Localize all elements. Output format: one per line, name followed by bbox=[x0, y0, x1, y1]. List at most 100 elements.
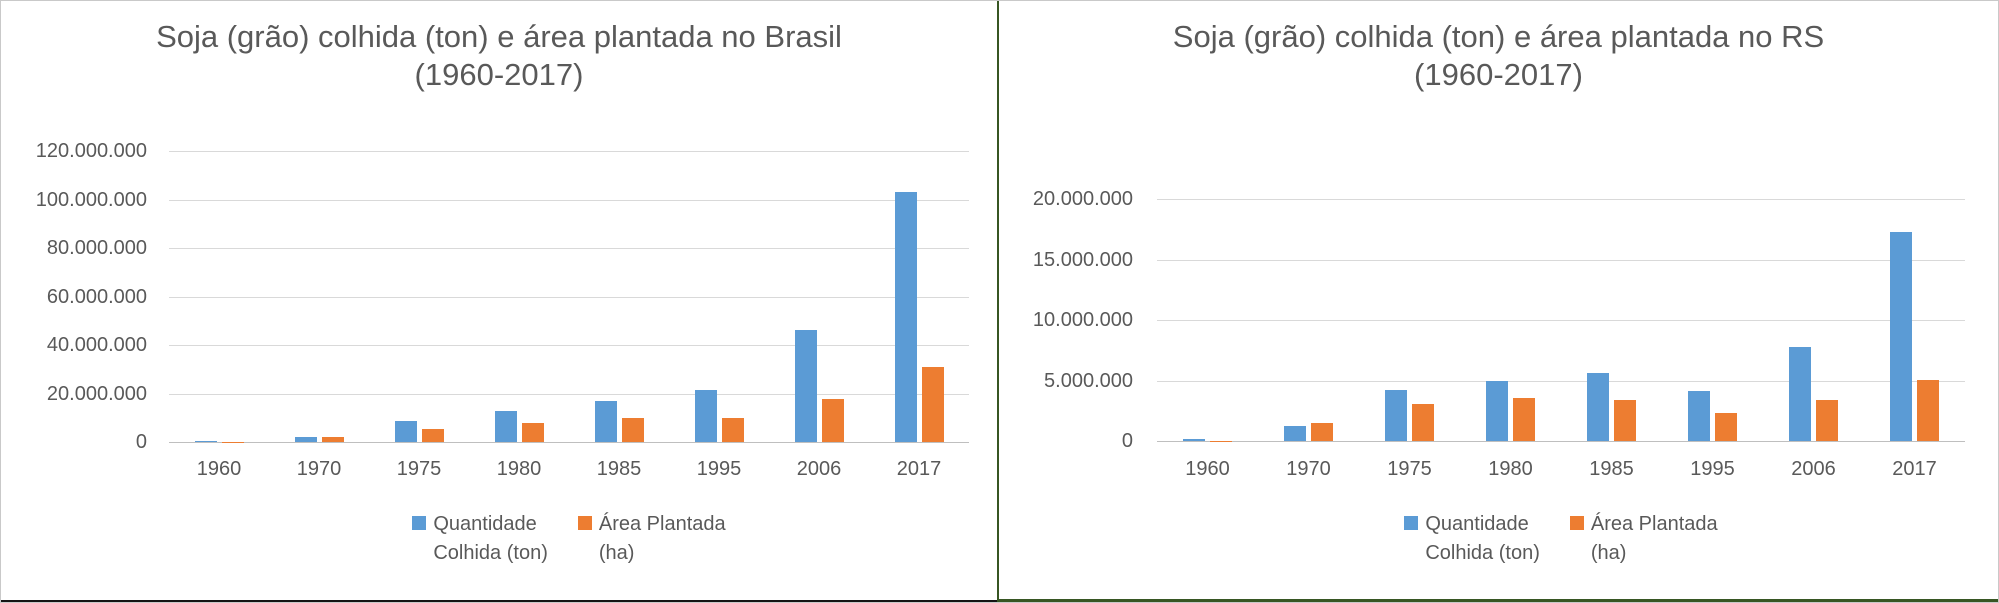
bar-area-plantada bbox=[721, 418, 744, 442]
bar-quantidade-colhida bbox=[1183, 438, 1205, 441]
bar-area-plantada bbox=[1917, 379, 1939, 441]
x-axis: 1960 1970 1975 1980 1985 1995 2006 2017 bbox=[1157, 458, 1965, 484]
panel-divider bbox=[997, 1, 999, 602]
bar-quantidade-colhida bbox=[194, 441, 217, 442]
chart-title-line2: (1960-2017) bbox=[1414, 57, 1583, 92]
legend-label-area-plantada: Área Plantada (ha) bbox=[599, 510, 726, 568]
chart-title-line2: (1960-2017) bbox=[414, 57, 584, 92]
x-tick-label: 1980 bbox=[1488, 458, 1533, 480]
chart-title-line1: Soja (grão) colhida (ton) e área plantad… bbox=[156, 19, 842, 54]
x-axis: 1960 1970 1975 1980 1985 1995 2006 2017 bbox=[169, 458, 969, 484]
legend-label-line1: Área Plantada bbox=[598, 513, 726, 535]
y-tick-label: 80.000.000 bbox=[46, 237, 147, 259]
bar-quantidade-colhida bbox=[1486, 380, 1508, 441]
y-tick-label: 5.000.000 bbox=[1044, 369, 1133, 392]
x-tick-label: 1985 bbox=[596, 458, 642, 480]
y-tick-label: 15.000.000 bbox=[1032, 248, 1133, 271]
gridline bbox=[169, 151, 969, 152]
x-tick-label: 1980 bbox=[496, 458, 542, 480]
bar-quantidade-colhida bbox=[494, 411, 517, 442]
y-tick-label: 20.000.000 bbox=[46, 382, 147, 405]
bar-area-plantada bbox=[1513, 398, 1535, 441]
y-tick-label: 0 bbox=[135, 431, 147, 453]
legend-label-line1: Área Plantada bbox=[1590, 513, 1718, 535]
chart-title-rs: Soja (grão) colhida (ton) e área plantad… bbox=[999, 18, 1998, 94]
x-tick-label: 1975 bbox=[396, 458, 442, 480]
bar-quantidade-colhida bbox=[294, 437, 317, 442]
chart-legend: Quantidade Colhida (ton) Área Plantada (… bbox=[1157, 510, 1965, 568]
bar-quantidade-colhida bbox=[594, 401, 617, 442]
legend-marker-quantidade-icon bbox=[1404, 516, 1419, 530]
x-tick-label: 2017 bbox=[896, 458, 942, 480]
bar-quantidade-colhida bbox=[1587, 373, 1609, 441]
bar-area-plantada bbox=[1816, 399, 1838, 441]
gridline bbox=[169, 248, 969, 249]
bar-quantidade-colhida bbox=[1890, 231, 1912, 441]
gridline bbox=[169, 442, 969, 443]
gridline bbox=[1157, 441, 1965, 442]
x-tick-label: 1995 bbox=[1690, 458, 1735, 480]
plot-area bbox=[1157, 199, 1965, 442]
x-tick-label: 1985 bbox=[1589, 458, 1634, 480]
chart-title-line1: Soja (grão) colhida (ton) e área plantad… bbox=[1172, 19, 1825, 54]
legend-label-quantidade: Quantidade Colhida (ton) bbox=[1425, 510, 1540, 568]
gridline bbox=[1157, 259, 1965, 261]
legend-label-line2: (ha) bbox=[1590, 542, 1627, 564]
x-tick-label: 1960 bbox=[196, 458, 242, 480]
bar-quantidade-colhida bbox=[894, 192, 917, 442]
gridline bbox=[169, 296, 969, 298]
y-tick-label: 100.000.000 bbox=[35, 188, 147, 211]
bar-quantidade-colhida bbox=[694, 389, 717, 442]
gridline bbox=[169, 345, 969, 346]
legend-label-line2: Colhida (ton) bbox=[433, 542, 548, 564]
legend-item-quantidade-colhida: Quantidade Colhida (ton) bbox=[412, 510, 548, 568]
y-tick-label: 20.000.000 bbox=[1032, 188, 1133, 210]
y-axis: 120.000.000 100.000.000 80.000.000 60.000.0… bbox=[1, 140, 147, 453]
gridline bbox=[1157, 320, 1965, 321]
bar-quantidade-colhida bbox=[1789, 346, 1811, 441]
legend-label-line1: Quantidade bbox=[433, 513, 537, 535]
x-tick-label: 2017 bbox=[1892, 458, 1937, 480]
plot-area bbox=[169, 151, 969, 443]
legend-label-line2: (ha) bbox=[598, 542, 635, 564]
legend-label-area-plantada: Área Plantada (ha) bbox=[1591, 510, 1718, 568]
bar-area-plantada bbox=[1412, 403, 1434, 441]
bar-quantidade-colhida bbox=[1385, 389, 1407, 441]
y-tick-label: 60.000.000 bbox=[46, 285, 147, 308]
y-tick-label: 40.000.000 bbox=[46, 334, 147, 356]
bar-area-plantada bbox=[521, 423, 544, 442]
x-tick-label: 2006 bbox=[1791, 458, 1836, 480]
bar-area-plantada bbox=[421, 428, 444, 442]
bar-area-plantada bbox=[921, 366, 944, 442]
chart-legend: Quantidade Colhida (ton) Área Plantada (… bbox=[169, 510, 969, 568]
x-tick-label: 1970 bbox=[296, 458, 342, 480]
legend-label-line1: Quantidade bbox=[1425, 513, 1529, 535]
x-tick-label: 1975 bbox=[1387, 458, 1432, 480]
bar-area-plantada bbox=[1614, 399, 1636, 441]
y-axis: 20.000.000 15.000.000 10.000.000 5.000.000 0 bbox=[999, 188, 1133, 452]
y-tick-label: 120.000.000 bbox=[35, 140, 147, 162]
bar-area-plantada bbox=[821, 398, 844, 442]
y-tick-label: 0 bbox=[1121, 430, 1133, 452]
y-tick-label: 10.000.000 bbox=[1032, 309, 1133, 331]
bar-area-plantada bbox=[621, 418, 644, 442]
bar-quantidade-colhida bbox=[394, 420, 417, 442]
bar-area-plantada bbox=[321, 436, 344, 442]
gridline bbox=[1157, 380, 1965, 382]
bar-area-plantada bbox=[1311, 422, 1333, 441]
bar-quantidade-colhida bbox=[1688, 390, 1710, 441]
bar-area-plantada bbox=[1715, 413, 1737, 441]
legend-marker-area-plantada-icon bbox=[577, 516, 592, 530]
x-tick-label: 1960 bbox=[1185, 458, 1230, 480]
legend-marker-area-plantada-icon bbox=[1569, 516, 1584, 530]
legend-item-area-plantada: Área Plantada (ha) bbox=[1569, 510, 1718, 568]
bar-quantidade-colhida bbox=[1284, 426, 1306, 441]
chart-panel-brasil: Soja (grão) colhida (ton) e área plantad… bbox=[1, 1, 997, 602]
gridline bbox=[1157, 199, 1965, 200]
x-tick-label: 1970 bbox=[1286, 458, 1331, 480]
chart-panel-rs: Soja (grão) colhida (ton) e área plantad… bbox=[999, 1, 1998, 602]
legend-label-line2: Colhida (ton) bbox=[1425, 542, 1540, 564]
x-tick-label: 1995 bbox=[696, 458, 742, 480]
chart-title-brasil: Soja (grão) colhida (ton) e área plantad… bbox=[1, 18, 997, 94]
